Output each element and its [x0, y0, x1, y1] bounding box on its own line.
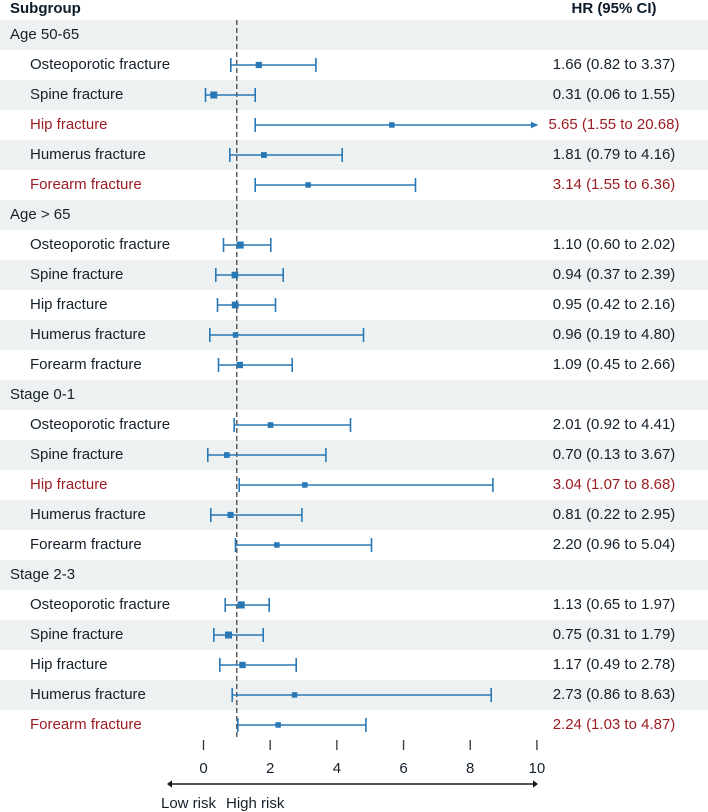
svg-text:10: 10: [529, 760, 546, 777]
svg-text:High risk: High risk: [226, 795, 285, 812]
svg-text:Low risk: Low risk: [161, 795, 217, 812]
svg-text:6: 6: [399, 760, 407, 777]
svg-text:8: 8: [466, 760, 474, 777]
svg-text:2: 2: [266, 760, 274, 777]
svg-text:0: 0: [199, 760, 207, 777]
svg-text:4: 4: [333, 760, 341, 777]
